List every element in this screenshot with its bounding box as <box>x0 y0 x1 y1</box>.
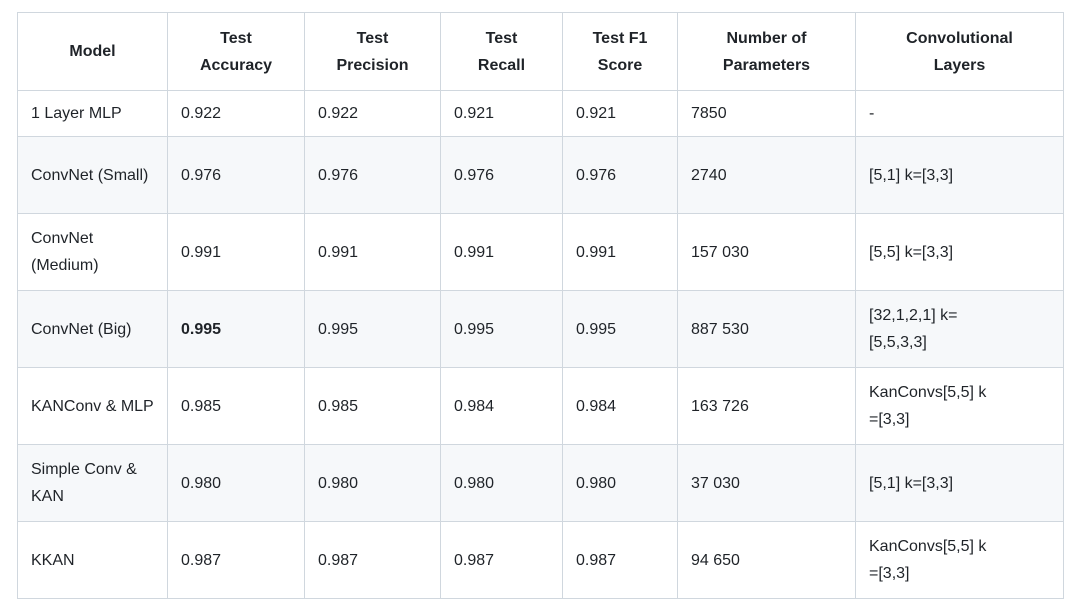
cell-test-precision: 0.987 <box>304 521 441 599</box>
cell-test-recall: 0.991 <box>440 213 563 291</box>
cell-test-precision: 0.980 <box>304 444 441 522</box>
column-header-number-of-parameters: Number of Parameters <box>677 12 856 91</box>
cell-test-precision: 0.976 <box>304 136 441 214</box>
cell-conv-layers: [5,5] k=[3,3] <box>855 213 1064 291</box>
table-header: Model Test Accuracy Test Precision Test … <box>17 12 1064 91</box>
table-body: 1 Layer MLP 0.922 0.922 0.921 0.921 7850… <box>17 90 1064 599</box>
header-row: Model Test Accuracy Test Precision Test … <box>17 12 1064 91</box>
cell-test-precision: 0.991 <box>304 213 441 291</box>
column-header-test-recall: Test Recall <box>440 12 563 91</box>
results-table: Model Test Accuracy Test Precision Test … <box>17 12 1064 599</box>
cell-conv-layers: KanConvs[5,5] k =[3,3] <box>855 367 1064 445</box>
cell-conv-layers: KanConvs[5,5] k =[3,3] <box>855 521 1064 599</box>
cell-num-parameters: 37 030 <box>677 444 856 522</box>
cell-test-recall: 0.921 <box>440 90 563 137</box>
cell-num-parameters: 2740 <box>677 136 856 214</box>
cell-test-f1: 0.987 <box>562 521 678 599</box>
column-header-test-precision: Test Precision <box>304 12 441 91</box>
cell-num-parameters: 94 650 <box>677 521 856 599</box>
column-header-test-f1-score: Test F1 Score <box>562 12 678 91</box>
cell-conv-layers: [32,1,2,1] k= [5,5,3,3] <box>855 290 1064 368</box>
cell-conv-layers: [5,1] k=[3,3] <box>855 444 1064 522</box>
cell-test-precision: 0.922 <box>304 90 441 137</box>
column-header-test-accuracy: Test Accuracy <box>167 12 305 91</box>
cell-test-f1: 0.976 <box>562 136 678 214</box>
cell-test-accuracy: 0.995 <box>167 290 305 368</box>
cell-test-recall: 0.976 <box>440 136 563 214</box>
cell-test-f1: 0.991 <box>562 213 678 291</box>
table-row-convnet-small: ConvNet (Small) 0.976 0.976 0.976 0.976 … <box>17 136 1064 214</box>
cell-num-parameters: 887 530 <box>677 290 856 368</box>
column-header-convolutional-layers: Convolutional Layers <box>855 12 1064 91</box>
cell-test-f1: 0.921 <box>562 90 678 137</box>
cell-num-parameters: 7850 <box>677 90 856 137</box>
cell-test-accuracy: 0.987 <box>167 521 305 599</box>
cell-test-precision: 0.985 <box>304 367 441 445</box>
cell-conv-layers: - <box>855 90 1064 137</box>
cell-test-recall: 0.984 <box>440 367 563 445</box>
table-row-1-layer-mlp: 1 Layer MLP 0.922 0.922 0.921 0.921 7850… <box>17 90 1064 137</box>
table-row-kanconv-mlp: KANConv & MLP 0.985 0.985 0.984 0.984 16… <box>17 367 1064 445</box>
cell-test-f1: 0.984 <box>562 367 678 445</box>
cell-test-accuracy: 0.980 <box>167 444 305 522</box>
cell-test-recall: 0.980 <box>440 444 563 522</box>
table-row-simple-conv-kan: Simple Conv & KAN 0.980 0.980 0.980 0.98… <box>17 444 1064 522</box>
cell-test-recall: 0.995 <box>440 290 563 368</box>
cell-test-recall: 0.987 <box>440 521 563 599</box>
cell-model: ConvNet (Medium) <box>17 213 168 291</box>
cell-model: ConvNet (Small) <box>17 136 168 214</box>
cell-test-accuracy: 0.991 <box>167 213 305 291</box>
table-row-kkan: KKAN 0.987 0.987 0.987 0.987 94 650 KanC… <box>17 521 1064 599</box>
cell-test-accuracy: 0.976 <box>167 136 305 214</box>
cell-test-accuracy: 0.985 <box>167 367 305 445</box>
cell-conv-layers: [5,1] k=[3,3] <box>855 136 1064 214</box>
cell-model: KKAN <box>17 521 168 599</box>
cell-model: ConvNet (Big) <box>17 290 168 368</box>
table-row-convnet-medium: ConvNet (Medium) 0.991 0.991 0.991 0.991… <box>17 213 1064 291</box>
cell-test-f1: 0.995 <box>562 290 678 368</box>
cell-test-f1: 0.980 <box>562 444 678 522</box>
cell-test-precision: 0.995 <box>304 290 441 368</box>
cell-num-parameters: 157 030 <box>677 213 856 291</box>
cell-model: 1 Layer MLP <box>17 90 168 137</box>
cell-test-accuracy: 0.922 <box>167 90 305 137</box>
cell-model: KANConv & MLP <box>17 367 168 445</box>
column-header-model: Model <box>17 12 168 91</box>
table-row-convnet-big: ConvNet (Big) 0.995 0.995 0.995 0.995 88… <box>17 290 1064 368</box>
cell-model: Simple Conv & KAN <box>17 444 168 522</box>
cell-num-parameters: 163 726 <box>677 367 856 445</box>
